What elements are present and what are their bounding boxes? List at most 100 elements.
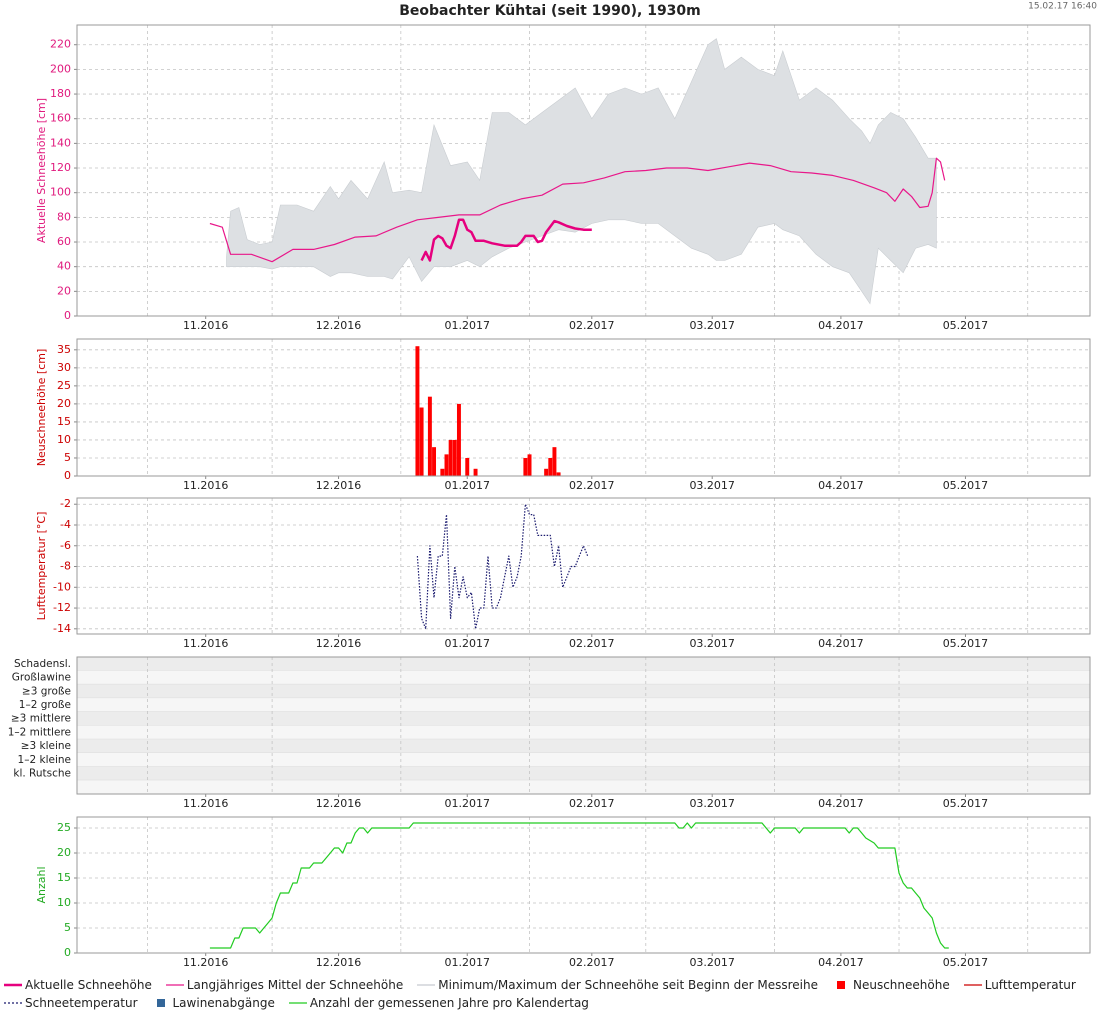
y-tick-label: 10	[57, 433, 71, 446]
legend-swatch	[4, 1002, 22, 1004]
plot-frame	[76, 338, 1091, 477]
chart-title: Beobachter Kühtai (seit 1990), 1930m	[399, 3, 701, 19]
y-tick-label: 60	[57, 235, 71, 248]
bar	[444, 454, 449, 476]
legend-marker	[156, 999, 165, 1007]
y-tick-label: 20	[57, 397, 71, 410]
x-tick-label: 12.2016	[316, 797, 362, 810]
y-tick-label: 180	[50, 87, 71, 100]
legend-item: Lawinenabgänge	[152, 996, 275, 1010]
x-tick-label: 03.2017	[689, 797, 735, 810]
y-category-label: Großlawine	[12, 672, 71, 684]
x-tick-label: 03.2017	[689, 479, 735, 492]
x-tick-label: 11.2016	[183, 797, 229, 810]
plot-area	[77, 498, 1090, 634]
x-tick-label: 11.2016	[183, 637, 229, 650]
y-tick-label: 25	[57, 379, 71, 392]
row-band	[77, 698, 1090, 712]
y-category-label: Schadensl.	[14, 658, 71, 670]
row-band	[77, 752, 1090, 767]
legend-item: Langjähriges Mittel der Schneehöhe	[165, 978, 404, 992]
legend-swatch	[417, 984, 436, 986]
x-tick-label: 04.2017	[818, 637, 864, 650]
min-max-band	[226, 38, 937, 305]
y-tick-label: 120	[50, 161, 71, 174]
y-category-label: 1–2 große	[19, 699, 71, 711]
bar	[419, 407, 424, 476]
y-category-label: 1–2 kleine	[18, 754, 71, 766]
y-tick-label: 0	[64, 946, 71, 959]
y-tick-label: 5	[64, 921, 71, 934]
x-tick-label: 01.2017	[445, 797, 491, 810]
y-tick-label: -6	[60, 539, 71, 552]
x-tick-label: 11.2016	[183, 479, 229, 492]
x-tick-label: 01.2017	[445, 479, 491, 492]
y-tick-label: 40	[57, 260, 71, 273]
series-line	[420, 218, 592, 262]
plot-frame	[76, 656, 1091, 795]
x-tick-label: 12.2016	[316, 637, 362, 650]
x-tick-label: 03.2017	[689, 956, 735, 969]
legend-item: Aktuelle Schneehöhe	[4, 978, 152, 992]
bar	[465, 457, 470, 476]
chart: Beobachter Kühtai (seit 1990), 1930m 15.…	[8, 2, 1098, 970]
x-tick-label: 04.2017	[818, 319, 864, 332]
y-tick-label: 200	[50, 62, 71, 75]
y-tick-label: 5	[64, 451, 71, 464]
row-band	[77, 670, 1090, 685]
legend-label: Minimum/Maximum der Schneehöhe seit Begi…	[438, 978, 818, 992]
bar	[456, 403, 461, 476]
row-band	[77, 684, 1090, 699]
plot-area	[77, 339, 1090, 476]
y-tick-label: 140	[50, 136, 71, 149]
row-band	[77, 711, 1090, 726]
legend-item: Neuschneehöhe	[832, 978, 950, 992]
legend-label: Langjähriges Mittel der Schneehöhe	[186, 978, 404, 992]
series-line	[209, 822, 949, 949]
bar	[544, 468, 549, 476]
legend-swatch	[165, 984, 184, 986]
x-tick-label: 05.2017	[943, 956, 989, 969]
x-tick-label: 12.2016	[316, 319, 362, 332]
row-band	[77, 657, 1090, 671]
x-tick-label: 04.2017	[818, 797, 864, 810]
plot-frame	[76, 497, 1091, 635]
bar	[415, 346, 420, 476]
y-tick-label: -14	[53, 622, 71, 635]
x-tick-label: 01.2017	[445, 637, 491, 650]
y-axis-title: Aktuelle Schneehöhe [cm]	[35, 98, 48, 243]
y-tick-label: 220	[50, 38, 71, 51]
y-axis-title: Neuschneehöhe [cm]	[35, 349, 48, 467]
y-category-label: ≥3 kleine	[21, 740, 71, 752]
x-tick-label: 03.2017	[689, 319, 735, 332]
x-tick-label: 04.2017	[818, 956, 864, 969]
legend-label: Lawinenabgänge	[172, 996, 275, 1010]
x-tick-label: 05.2017	[943, 319, 989, 332]
timestamp: 15.02.17 16:40	[1028, 2, 1097, 12]
bar	[527, 454, 532, 476]
x-tick-label: 02.2017	[569, 797, 615, 810]
legend-marker	[836, 981, 845, 989]
bar	[473, 468, 478, 476]
y-tick-label: 100	[50, 186, 71, 199]
y-tick-label: 80	[57, 210, 71, 223]
legend-swatch	[156, 999, 165, 1007]
legend-swatch	[288, 1002, 307, 1004]
y-tick-label: 15	[57, 871, 71, 884]
y-tick-label: -8	[60, 560, 71, 573]
x-tick-label: 05.2017	[943, 479, 989, 492]
y-tick-label: 30	[57, 361, 71, 374]
legend-label: Lufttemperatur	[984, 978, 1076, 992]
y-category-label: kl. Rutsche	[13, 767, 71, 779]
y-tick-label: 20	[57, 284, 71, 297]
y-tick-label: 0	[64, 469, 71, 482]
legend-item: Minimum/Maximum der Schneehöhe seit Begi…	[417, 978, 818, 992]
bar	[452, 439, 457, 476]
bar	[552, 447, 557, 476]
series-line	[209, 157, 946, 263]
y-axis-title: Anzahl	[35, 866, 48, 903]
row-band	[77, 739, 1090, 753]
y-category-label: ≥3 mittlere	[11, 713, 71, 725]
bar	[448, 439, 453, 476]
bar	[432, 447, 437, 476]
